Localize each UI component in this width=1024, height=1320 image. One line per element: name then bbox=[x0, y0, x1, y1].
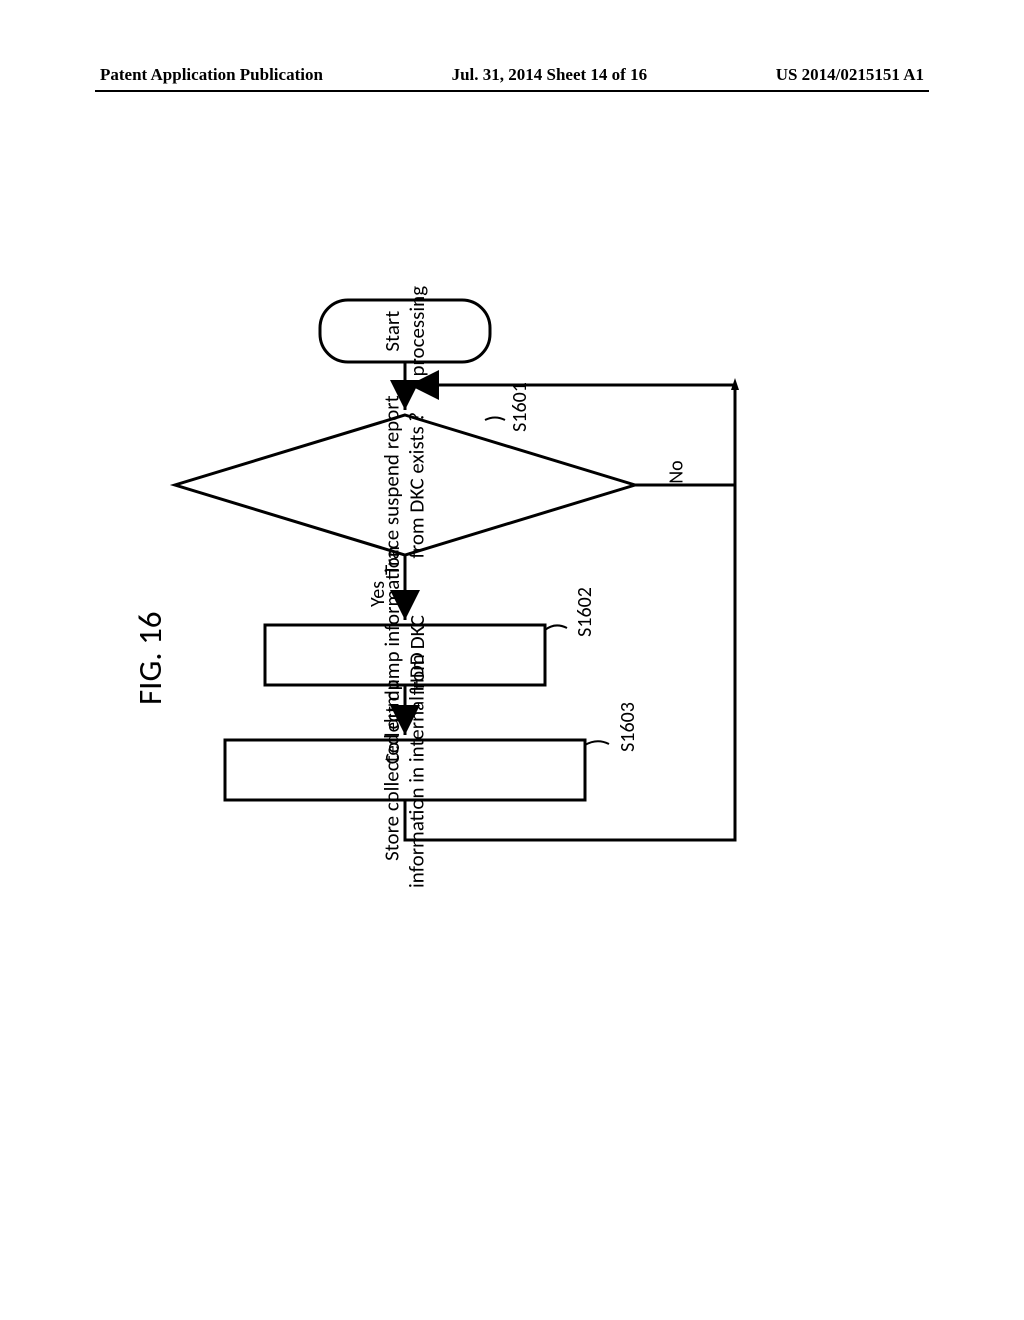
start-node: Startprocessing bbox=[320, 300, 490, 362]
start-text: Startprocessing bbox=[380, 286, 430, 377]
flowchart-final: Startprocessing Trace suspend reportfrom… bbox=[175, 290, 855, 1090]
figure-label: FIG. 16 bbox=[130, 611, 170, 705]
header-rule bbox=[95, 90, 929, 92]
store-text: Store collected dumpinformation in inter… bbox=[380, 652, 430, 888]
yes-label: Yes bbox=[366, 581, 390, 607]
header-center: Jul. 31, 2014 Sheet 14 of 16 bbox=[452, 65, 648, 85]
header-left: Patent Application Publication bbox=[100, 65, 323, 85]
s1603: S1603 bbox=[616, 702, 640, 752]
decision-node: Trace suspend reportfrom DKC exists ? bbox=[255, 430, 555, 540]
s1602: S1602 bbox=[573, 587, 597, 637]
header-right: US 2014/0215151 A1 bbox=[776, 65, 924, 85]
store-node: Store collected dumpinformation in inter… bbox=[225, 740, 585, 800]
patent-header: Patent Application Publication Jul. 31, … bbox=[0, 65, 1024, 85]
no-label: No bbox=[665, 460, 689, 483]
s1601: S1601 bbox=[508, 382, 532, 432]
